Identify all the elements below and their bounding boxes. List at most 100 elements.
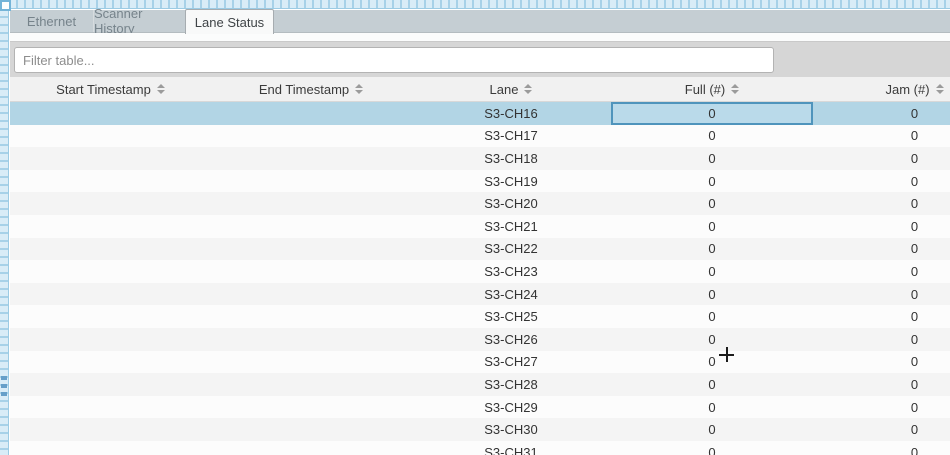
cell-end[interactable]: [211, 238, 411, 261]
column-header-jam[interactable]: Jam (#): [813, 77, 950, 101]
cell-full[interactable]: 0: [611, 260, 813, 283]
cell-end[interactable]: [211, 260, 411, 283]
cell-lane[interactable]: S3-CH23: [411, 260, 611, 283]
cell-lane[interactable]: S3-CH18: [411, 147, 611, 170]
cell-full[interactable]: 0: [611, 305, 813, 328]
cell-jam[interactable]: 0: [813, 283, 950, 306]
cell-lane[interactable]: S3-CH17: [411, 125, 611, 148]
cell-lane[interactable]: S3-CH25: [411, 305, 611, 328]
cell-end[interactable]: [211, 328, 411, 351]
table-row-s3-ch16[interactable]: S3-CH1600: [10, 102, 950, 125]
cell-lane[interactable]: S3-CH20: [411, 192, 611, 215]
cell-full[interactable]: 0: [611, 396, 813, 419]
cell-start[interactable]: [10, 418, 211, 441]
table-row-s3-ch23[interactable]: S3-CH2300: [10, 260, 950, 283]
cell-lane[interactable]: S3-CH28: [411, 373, 611, 396]
cell-lane[interactable]: S3-CH22: [411, 238, 611, 261]
cell-end[interactable]: [211, 441, 411, 455]
cell-full[interactable]: 0: [611, 215, 813, 238]
tab-lane-status[interactable]: Lane Status: [185, 9, 274, 34]
cell-lane[interactable]: S3-CH21: [411, 215, 611, 238]
table-row-s3-ch18[interactable]: S3-CH1800: [10, 147, 950, 170]
sort-arrows-icon[interactable]: [524, 84, 532, 94]
cell-end[interactable]: [211, 215, 411, 238]
column-header-lane[interactable]: Lane: [411, 77, 611, 101]
sort-arrows-icon[interactable]: [157, 84, 165, 94]
cell-jam[interactable]: 0: [813, 260, 950, 283]
cell-lane[interactable]: S3-CH19: [411, 170, 611, 193]
sort-arrows-icon[interactable]: [731, 84, 739, 94]
table-row-s3-ch28[interactable]: S3-CH2800: [10, 373, 950, 396]
table-row-s3-ch29[interactable]: S3-CH2900: [10, 396, 950, 419]
cell-start[interactable]: [10, 192, 211, 215]
table-row-s3-ch31[interactable]: S3-CH3100: [10, 441, 950, 455]
cell-jam[interactable]: 0: [813, 147, 950, 170]
selection-handle-left-middle[interactable]: [1, 376, 7, 398]
table-row-s3-ch19[interactable]: S3-CH1900: [10, 170, 950, 193]
cell-full[interactable]: 0: [611, 192, 813, 215]
cell-end[interactable]: [211, 147, 411, 170]
cell-full[interactable]: 0: [611, 238, 813, 261]
cell-full[interactable]: 0: [611, 283, 813, 306]
cell-full[interactable]: 0: [611, 102, 813, 125]
cell-end[interactable]: [211, 125, 411, 148]
table-row-s3-ch22[interactable]: S3-CH2200: [10, 238, 950, 261]
cell-lane[interactable]: S3-CH27: [411, 351, 611, 374]
cell-lane[interactable]: S3-CH16: [411, 102, 611, 125]
cell-start[interactable]: [10, 283, 211, 306]
sort-arrows-icon[interactable]: [936, 84, 944, 94]
cell-end[interactable]: [211, 102, 411, 125]
cell-end[interactable]: [211, 373, 411, 396]
cell-start[interactable]: [10, 125, 211, 148]
cell-full[interactable]: 0: [611, 125, 813, 148]
table-row-s3-ch30[interactable]: S3-CH3000: [10, 418, 950, 441]
cell-start[interactable]: [10, 305, 211, 328]
sort-arrows-icon[interactable]: [355, 84, 363, 94]
cell-end[interactable]: [211, 396, 411, 419]
cell-full[interactable]: 0: [611, 351, 813, 374]
column-header-start[interactable]: Start Timestamp: [10, 77, 211, 101]
selection-handle-top-left[interactable]: [0, 0, 11, 11]
cell-full[interactable]: 0: [611, 170, 813, 193]
cell-full[interactable]: 0: [611, 147, 813, 170]
tab-scanner-history[interactable]: Scanner History: [94, 10, 178, 32]
cell-full[interactable]: 0: [611, 441, 813, 455]
table-row-s3-ch24[interactable]: S3-CH2400: [10, 283, 950, 306]
tab-ethernet[interactable]: Ethernet: [10, 10, 94, 32]
cell-lane[interactable]: S3-CH30: [411, 418, 611, 441]
column-header-full[interactable]: Full (#): [611, 77, 813, 101]
cell-lane[interactable]: S3-CH29: [411, 396, 611, 419]
cell-lane[interactable]: S3-CH26: [411, 328, 611, 351]
cell-jam[interactable]: 0: [813, 238, 950, 261]
cell-jam[interactable]: 0: [813, 396, 950, 419]
cell-jam[interactable]: 0: [813, 215, 950, 238]
cell-start[interactable]: [10, 238, 211, 261]
cell-jam[interactable]: 0: [813, 441, 950, 455]
cell-start[interactable]: [10, 170, 211, 193]
cell-jam[interactable]: 0: [813, 305, 950, 328]
cell-jam[interactable]: 0: [813, 170, 950, 193]
column-header-end[interactable]: End Timestamp: [211, 77, 411, 101]
cell-start[interactable]: [10, 441, 211, 455]
cell-start[interactable]: [10, 396, 211, 419]
cell-start[interactable]: [10, 351, 211, 374]
cell-jam[interactable]: 0: [813, 418, 950, 441]
cell-lane[interactable]: S3-CH24: [411, 283, 611, 306]
cell-start[interactable]: [10, 102, 211, 125]
cell-jam[interactable]: 0: [813, 328, 950, 351]
cell-full[interactable]: 0: [611, 373, 813, 396]
cell-end[interactable]: [211, 283, 411, 306]
table-row-s3-ch27[interactable]: S3-CH2700: [10, 351, 950, 374]
cell-end[interactable]: [211, 351, 411, 374]
cell-end[interactable]: [211, 170, 411, 193]
cell-end[interactable]: [211, 305, 411, 328]
cell-jam[interactable]: 0: [813, 351, 950, 374]
cell-lane[interactable]: S3-CH31: [411, 441, 611, 455]
cell-start[interactable]: [10, 328, 211, 351]
cell-start[interactable]: [10, 147, 211, 170]
cell-full[interactable]: 0: [611, 418, 813, 441]
cell-end[interactable]: [211, 192, 411, 215]
cell-end[interactable]: [211, 418, 411, 441]
cell-start[interactable]: [10, 260, 211, 283]
table-row-s3-ch20[interactable]: S3-CH2000: [10, 192, 950, 215]
